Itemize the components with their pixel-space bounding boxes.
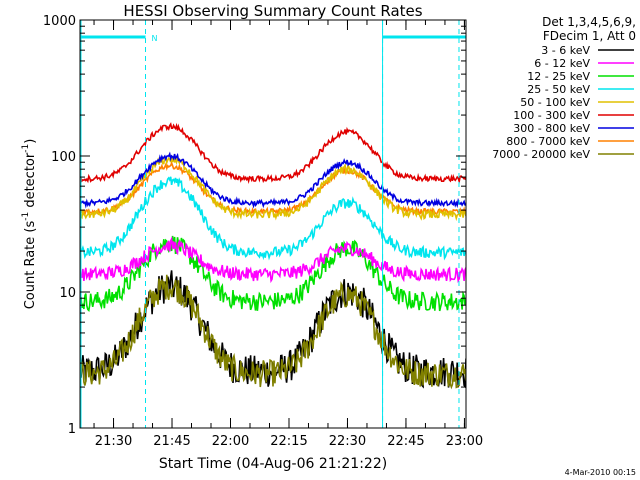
y-label-part: Count Rate (s	[23, 221, 38, 310]
legend-label: 6 - 12 keV	[534, 57, 590, 70]
series-line	[80, 160, 466, 218]
x-tick-label: 22:30	[329, 434, 366, 449]
x-axis: 21:30 21:45 22:00 22:15 22:30 22:45 23:00	[93, 20, 483, 449]
legend-label: 7000 - 20000 keV	[492, 148, 590, 161]
plot-frame	[79, 19, 467, 429]
series-layer	[80, 122, 466, 390]
x-tick-label: 23:00	[446, 434, 483, 449]
series-line	[80, 236, 466, 284]
chart-title: HESSI Observing Summary Count Rates	[123, 2, 422, 20]
legend-label: 50 - 100 keV	[520, 96, 590, 109]
y-tick-label: 100	[51, 150, 76, 165]
legend-label: 800 - 7000 keV	[506, 135, 590, 148]
x-tick-label: 22:15	[270, 434, 307, 449]
x-tick-label: 22:00	[212, 434, 249, 449]
series-line	[80, 151, 466, 209]
footer-date: 4-Mar-2010 00:15	[565, 468, 636, 477]
legend-header-line: FDecim 1, Att 0	[543, 29, 636, 43]
y-label-part: detector	[23, 152, 38, 212]
legend-label: 25 - 50 keV	[527, 83, 590, 96]
y-label-sup: -1	[21, 212, 31, 221]
x-axis-label: Start Time (04-Aug-06 21:21:22)	[159, 456, 387, 472]
night-flag-layer: N	[80, 20, 466, 428]
y-tick-label: 1	[68, 422, 76, 437]
legend: Det 1,3,4,5,6,9, FDecim 1, Att 0 3 - 6 k…	[492, 15, 636, 161]
series-line	[80, 122, 466, 185]
series-line	[80, 274, 466, 390]
y-label-part: )	[23, 139, 38, 144]
legend-label: 100 - 300 keV	[513, 109, 590, 122]
x-tick-label: 22:45	[387, 434, 424, 449]
y-axis-label: Count Rate (s-1 detector-1)	[21, 139, 38, 310]
x-tick-label: 21:45	[153, 434, 190, 449]
y-label-sup: -1	[21, 144, 31, 153]
legend-label: 300 - 800 keV	[513, 122, 590, 135]
y-axis: 1 10 100 1000	[43, 14, 466, 437]
legend-label: 12 - 25 keV	[527, 70, 590, 83]
y-tick-label: 1000	[43, 14, 76, 29]
series-line	[80, 176, 466, 261]
y-tick-label: 10	[59, 286, 76, 301]
x-tick-label: 21:30	[95, 434, 132, 449]
night-flag-label: N	[152, 34, 158, 43]
legend-label: 3 - 6 keV	[541, 44, 590, 57]
legend-header-line: Det 1,3,4,5,6,9,	[542, 15, 636, 29]
series-line	[80, 155, 466, 222]
